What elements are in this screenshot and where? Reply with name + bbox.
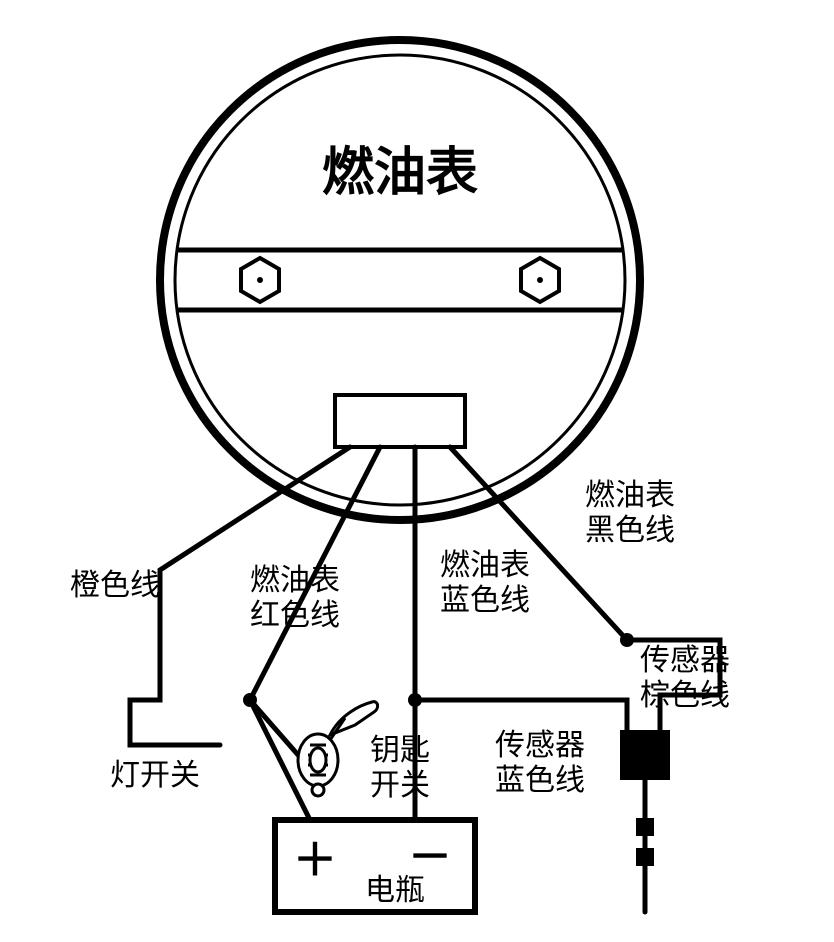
gauge-connector	[335, 395, 465, 447]
battery-label: 电瓶	[365, 874, 425, 907]
label-blue-1: 燃油表	[440, 549, 530, 582]
label-red-2: 红色线	[250, 599, 340, 632]
label-black-2: 黑色线	[585, 514, 675, 547]
label-sensor-brown-2: 棕色线	[640, 679, 730, 712]
label-light-switch: 灯开关	[110, 759, 200, 792]
fuel-gauge: 燃油表	[160, 40, 640, 520]
battery: ＋ － 电瓶	[275, 820, 475, 912]
label-key-switch-1: 钥匙	[370, 734, 430, 767]
key-switch-icon	[298, 702, 378, 796]
wiring-diagram: 燃油表 ＋ － 电瓶	[0, 0, 834, 942]
label-orange: 橙色线	[70, 569, 160, 602]
label-blue-2: 蓝色线	[440, 584, 530, 617]
label-black-1: 燃油表	[585, 479, 675, 512]
label-key-switch-2: 开关	[370, 769, 430, 802]
hex-nut-right	[521, 258, 559, 302]
label-sensor-blue-2: 蓝色线	[495, 764, 585, 797]
label-red-1: 燃油表	[250, 564, 340, 597]
wire-blue-to-sensor	[415, 700, 627, 730]
label-sensor-brown-1: 传感器	[640, 644, 730, 677]
battery-plus: ＋	[293, 836, 337, 885]
label-sensor-blue-1: 传感器	[495, 729, 585, 762]
hex-nut-left	[241, 258, 279, 302]
gauge-title: 燃油表	[322, 144, 478, 202]
